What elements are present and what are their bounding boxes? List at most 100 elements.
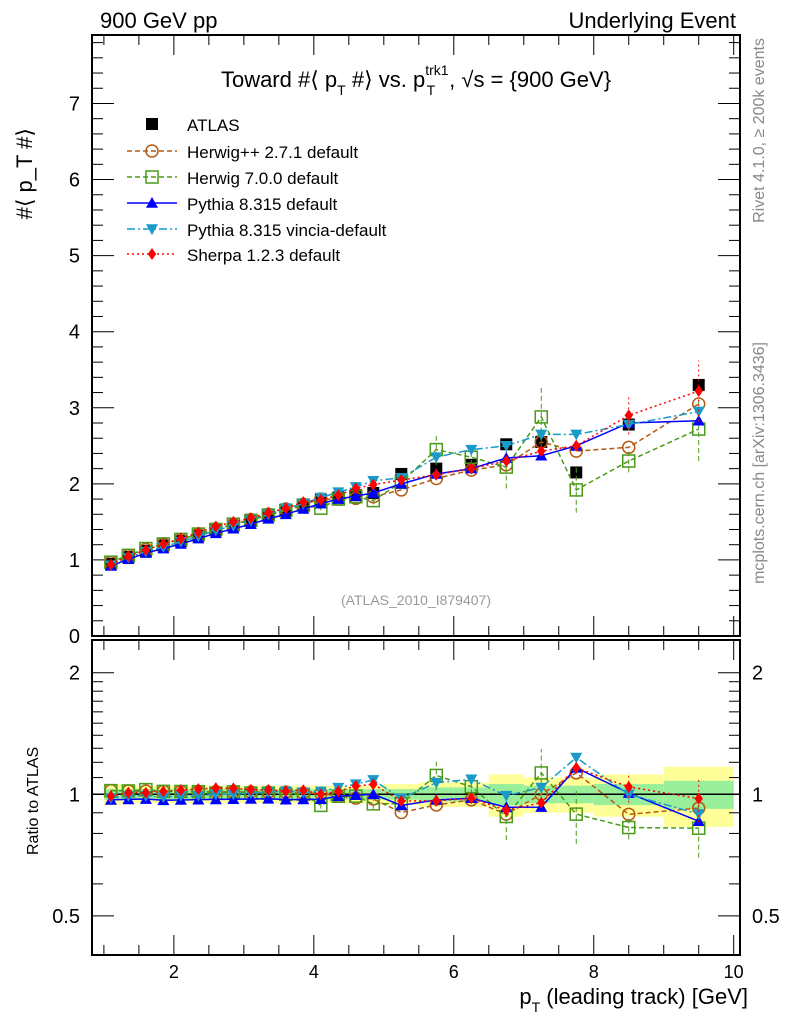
ratio-tick-label: 2 (752, 663, 763, 685)
ratio-tick-label: 0.5 (52, 906, 80, 928)
sherpa-1-2-3-default-ratio-point (572, 761, 581, 774)
ratio-frame (91, 639, 741, 956)
legend-label: Herwig++ 2.7.1 default (187, 143, 358, 162)
legend-label-atlas: ATLAS (187, 116, 240, 135)
pythia-8-315-default-ratio-point (262, 792, 275, 804)
x-axis-label: pT (leading track) [GeV] (519, 984, 748, 1015)
sherpa-1-2-3-default-ratio-point (194, 783, 203, 796)
pythia-8-315-default-ratio-point (297, 793, 310, 805)
sherpa-1-2-3-default-ratio-point (537, 796, 546, 809)
sherpa-1-2-3-default-point (316, 493, 326, 506)
y-tick-label: 4 (69, 322, 80, 344)
pythia-8-315-default-ratio-point (367, 788, 380, 800)
rivet-label: Rivet 4.1.0, ≥ 200k events (751, 38, 768, 223)
pythia-8-315-vincia-default-ratio-point (622, 789, 635, 801)
legend-label: Pythia 8.315 vincia-default (187, 221, 387, 240)
sherpa-1-2-3-default-point (159, 537, 168, 550)
pythia-8-315-vincia-default-ratio-point (465, 774, 478, 786)
ratio-tick-label: 1 (752, 784, 763, 806)
sherpa-1-2-3-default-ratio-line (110, 766, 699, 812)
sherpa-1-2-3-default-ratio-point (124, 786, 133, 799)
mcplots-label: mcplots.cern.ch [arXiv:1306.3436] (751, 342, 768, 584)
legend-marker (147, 248, 157, 260)
pythia-8-315-vincia-default-point (535, 429, 548, 441)
sherpa-1-2-3-default-point (537, 445, 546, 458)
herwig-7-0-0-default-ratio-point (534, 766, 549, 780)
pythia-8-315-vincia-default-ratio-point (157, 792, 170, 804)
x-tick-label: 10 (724, 962, 744, 982)
sherpa-1-2-3-default-point (572, 439, 581, 452)
x-tick-label: 4 (309, 962, 319, 982)
herwig-7-0-0-default-point (534, 410, 549, 424)
pythia-8-315-vincia-default-point (465, 444, 478, 456)
sherpa-1-2-3-default-point (299, 496, 308, 509)
legend-marker-atlas (146, 118, 158, 130)
sherpa-1-2-3-default-point (397, 474, 406, 487)
sherpa-1-2-3-default-point (432, 468, 441, 481)
sherpa-1-2-3-default-point (351, 482, 361, 495)
sherpa-1-2-3-default-ratio-point (334, 785, 343, 798)
chart-title: Toward #⟨ pT #⟩ vs. ptrk1 T, √s = {900 Ge… (221, 62, 611, 98)
pythia-8-315-vincia-default-point (500, 441, 513, 452)
x-tick-label: 6 (449, 962, 459, 982)
sherpa-1-2-3-default-point (211, 520, 221, 533)
sherpa-1-2-3-default-point (369, 478, 378, 491)
ratio-tick-label: 0.5 (752, 906, 780, 928)
sherpa-1-2-3-default-point (467, 462, 476, 475)
y-tick-label: 3 (69, 398, 80, 420)
sherpa-1-2-3-default-point (141, 544, 151, 557)
sherpa-1-2-3-default-ratio-point (141, 786, 151, 799)
pythia-8-315-default-ratio-point (279, 793, 292, 805)
sherpa-1-2-3-default-ratio-point (502, 804, 511, 817)
sherpa-1-2-3-default-ratio-point (694, 792, 703, 805)
sherpa-1-2-3-default-point (194, 526, 203, 539)
legend-marker (146, 197, 158, 208)
sherpa-1-2-3-default-ratio-point (159, 785, 168, 798)
pythia-8-315-vincia-default-point (692, 406, 705, 418)
sherpa-1-2-3-default-ratio-point (316, 788, 326, 801)
sherpa-1-2-3-default-ratio-point (211, 782, 221, 795)
sherpa-1-2-3-default-point (624, 409, 633, 422)
legend-marker (146, 224, 158, 235)
analysis-tag: (ATLAS_2010_I879407) (341, 592, 491, 608)
sherpa-1-2-3-default-point (502, 455, 511, 468)
pythia-8-315-default-ratio-point (349, 789, 362, 801)
herwig-7-0-0-default-ratio-point (569, 807, 584, 821)
legend-label: Pythia 8.315 default (187, 195, 338, 214)
pythia-8-315-vincia-default-ratio-point (192, 790, 205, 802)
sherpa-1-2-3-default-ratio-point (432, 794, 441, 807)
sherpa-1-2-3-default-ratio-point (281, 785, 291, 798)
y-tick-label: 0 (69, 626, 80, 648)
sherpa-1-2-3-default-point (229, 515, 238, 528)
y-tick-label: 2 (69, 474, 80, 496)
header-right: Underlying Event (568, 8, 736, 33)
pythia-8-315-default-point (349, 490, 362, 501)
header-left: 900 GeV pp (100, 8, 217, 33)
herwig-2-7-1-default-line (110, 403, 700, 563)
ratio-tick-label: 1 (69, 784, 80, 806)
main-frame (91, 34, 741, 637)
legend-label: Herwig 7.0.0 default (187, 169, 338, 188)
x-tick-label: 8 (589, 962, 599, 982)
sherpa-1-2-3-default-point (694, 385, 703, 398)
legend-marker (145, 144, 159, 158)
y-tick-label: 6 (69, 170, 80, 192)
pythia-8-315-vincia-default-point (430, 452, 443, 464)
legend-label: Sherpa 1.2.3 default (187, 246, 340, 265)
ratio-tick-label: 2 (69, 663, 80, 685)
sherpa-1-2-3-default-point (246, 512, 256, 525)
pythia-8-315-vincia-default-ratio-point (535, 782, 548, 794)
ratio-y-axis-label: Ratio to ATLAS (25, 747, 42, 855)
sherpa-1-2-3-default-point (264, 506, 273, 519)
sherpa-1-2-3-default-ratio-point (351, 779, 361, 792)
pythia-8-315-vincia-default-ratio-point (500, 790, 513, 802)
sherpa-1-2-3-default-point (176, 532, 186, 545)
sherpa-1-2-3-default-ratio-point (299, 784, 308, 797)
sherpa-1-2-3-default-ratio-point (229, 782, 238, 795)
sherpa-1-2-3-default-point (124, 550, 133, 563)
pythia-8-315-vincia-default-ratio-point (227, 789, 240, 801)
sherpa-1-2-3-default-ratio-point (264, 783, 273, 796)
sherpa-1-2-3-default-point (281, 502, 291, 515)
pythia-8-315-default-point (367, 486, 380, 498)
